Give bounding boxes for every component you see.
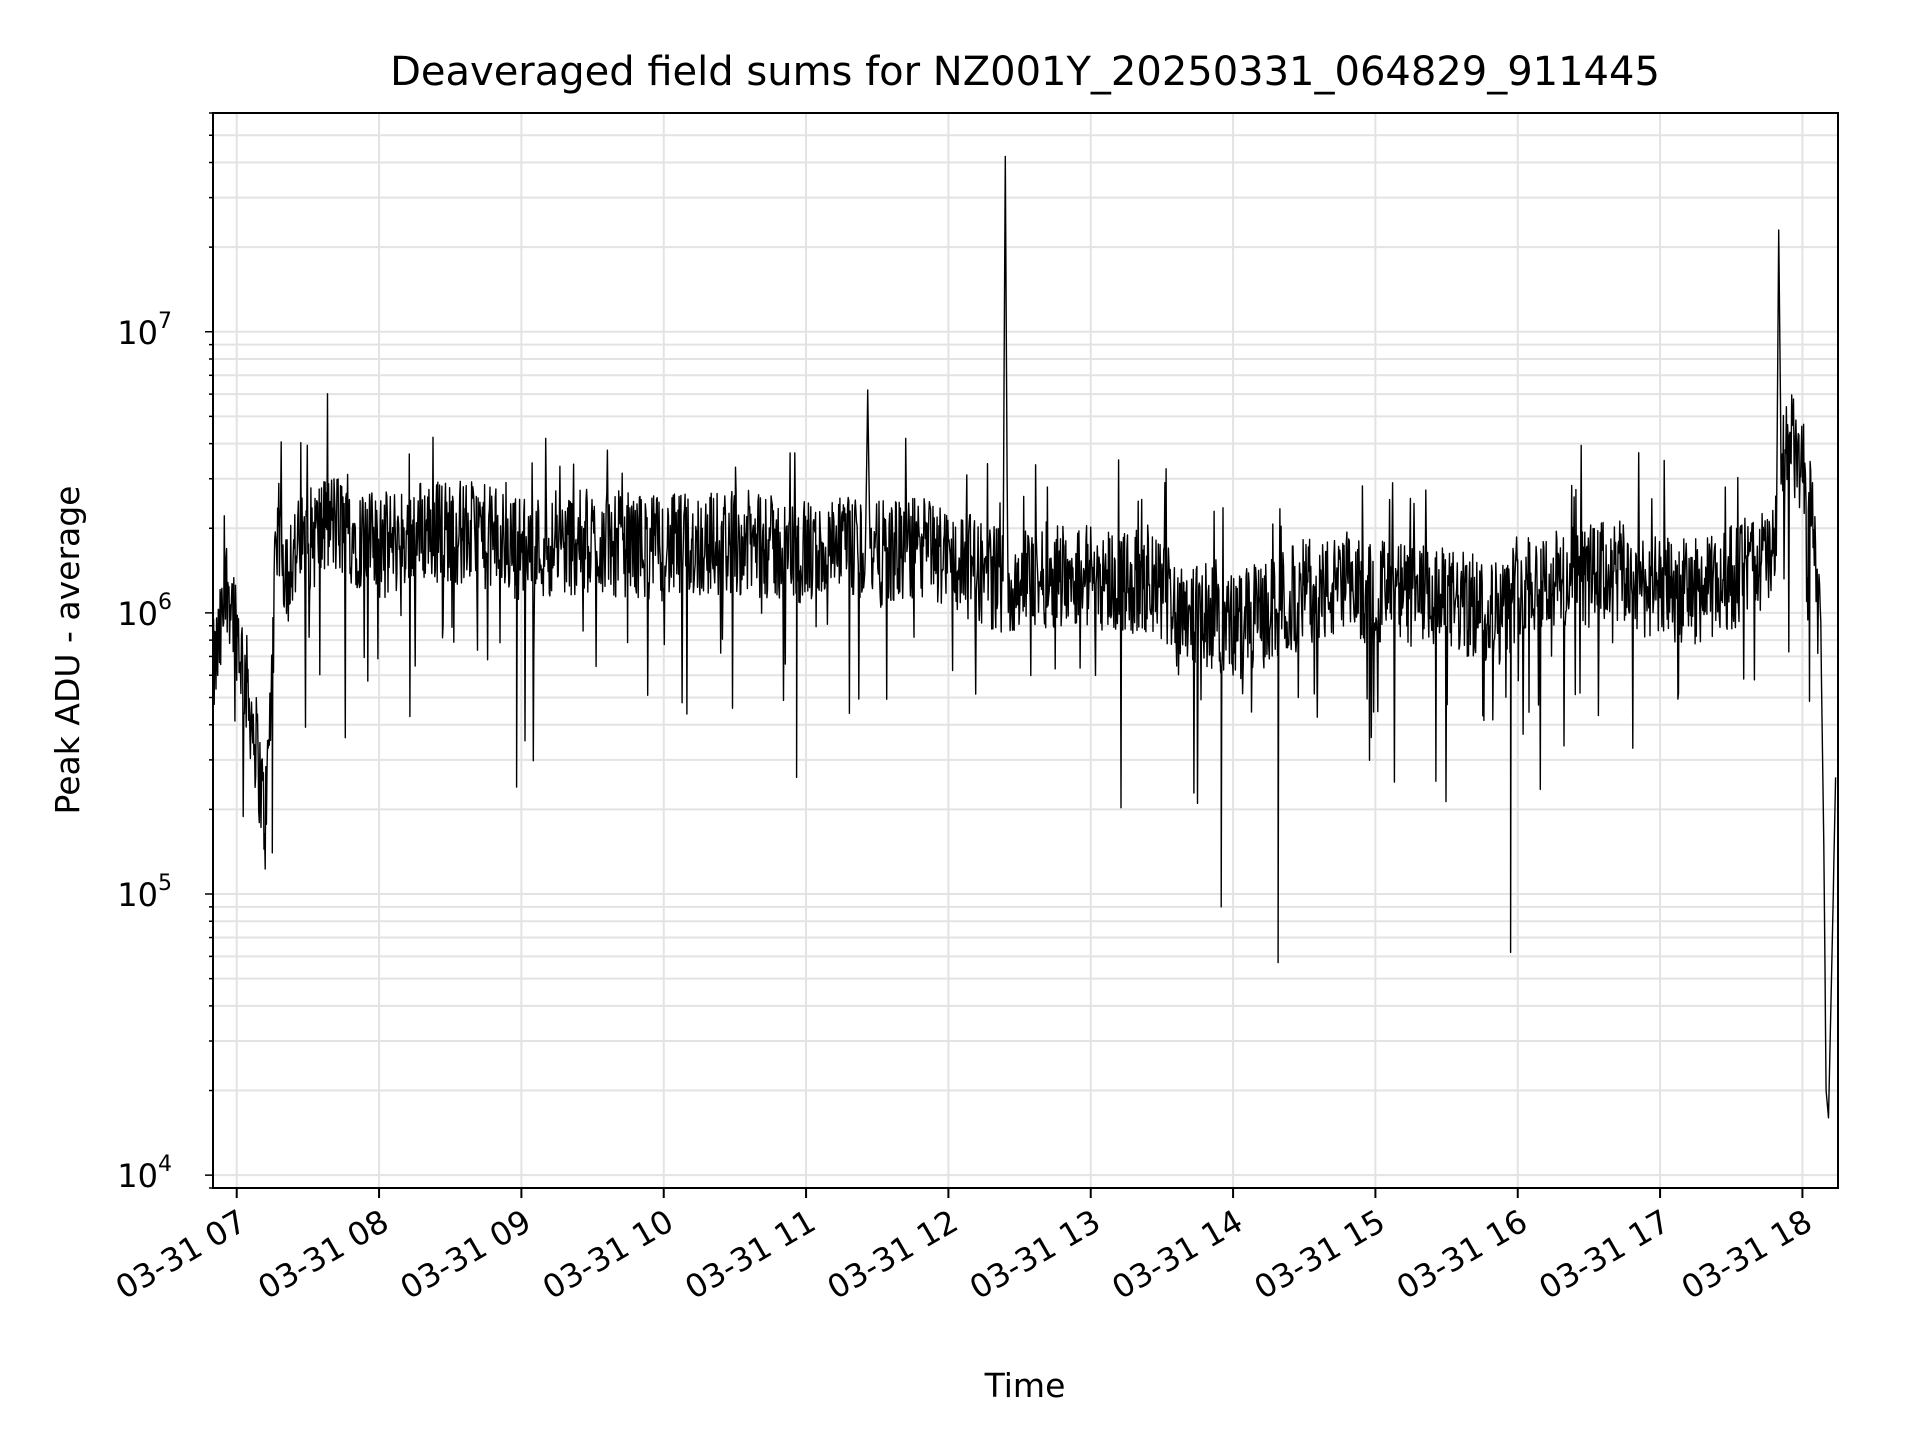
y-tick-base: 10 [117, 314, 158, 352]
y-tick-exponent: 5 [158, 871, 172, 896]
series-layer [212, 155, 1837, 1119]
y-tick-label: 106 [117, 590, 172, 633]
y-tick-exponent: 7 [158, 309, 172, 334]
y-tick-exponent: 4 [158, 1152, 172, 1177]
y-tick-exponent: 6 [158, 590, 172, 615]
x-axis-label: Time [984, 1366, 1066, 1405]
y-tick-base: 10 [117, 595, 158, 633]
y-tick-label: 105 [117, 871, 172, 914]
y-axis-label: Peak ADU - average [48, 486, 87, 815]
grid [213, 112, 1838, 1189]
y-tick-base: 10 [117, 1157, 158, 1195]
plot-frame [212, 112, 1839, 1189]
y-tick-label: 107 [117, 309, 172, 352]
y-tick-base: 10 [117, 876, 158, 914]
chart-title: Deaveraged field sums for NZ001Y_2025033… [390, 49, 1660, 95]
y-tick-label: 104 [117, 1152, 172, 1195]
series-line-0 [212, 155, 1837, 1119]
